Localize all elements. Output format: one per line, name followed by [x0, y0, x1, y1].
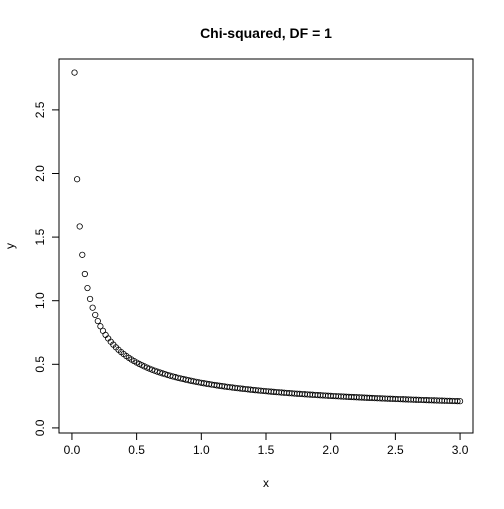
data-point	[97, 323, 104, 330]
y-axis: 0.0 0.5 1.0 1.5 2.0 2.5	[33, 101, 60, 436]
y-tick-label: 2.5	[33, 101, 47, 118]
data-point	[89, 304, 96, 311]
x-tick-label: 0.5	[128, 443, 145, 457]
y-tick-label: 2.0	[33, 165, 47, 182]
x-tick-label: 1.0	[193, 443, 210, 457]
data-point	[86, 295, 94, 303]
data-point	[79, 251, 86, 258]
chart-title: Chi-squared, DF = 1	[200, 25, 332, 41]
y-tick-label: 0.0	[33, 419, 47, 436]
x-tick-label: 0.0	[64, 443, 81, 457]
y-tick-label: 1.5	[33, 228, 47, 245]
data-point	[71, 69, 78, 76]
x-tick-label: 2.5	[387, 443, 404, 457]
plot-frame	[58, 58, 474, 434]
y-tick-label: 0.5	[33, 356, 47, 373]
data-point	[94, 317, 101, 325]
data-point	[454, 398, 461, 405]
y-tick-label: 1.0	[33, 292, 47, 309]
x-axis-label: x	[263, 476, 269, 490]
data-point	[81, 270, 88, 278]
data-point	[149, 366, 156, 373]
y-axis-label: y	[3, 243, 17, 249]
x-tick-label: 1.5	[258, 443, 275, 457]
data-point	[99, 327, 107, 334]
x-tick-label: 3.0	[452, 443, 469, 457]
data-points	[71, 69, 464, 405]
x-axis: 0.0 0.5 1.0 1.5 2.0 2.5 3.0	[64, 432, 469, 457]
x-tick-label: 2.0	[322, 443, 339, 457]
data-point	[74, 176, 81, 183]
data-point	[84, 284, 91, 292]
data-point	[76, 223, 83, 230]
data-point	[92, 311, 99, 319]
data-point	[456, 398, 464, 405]
